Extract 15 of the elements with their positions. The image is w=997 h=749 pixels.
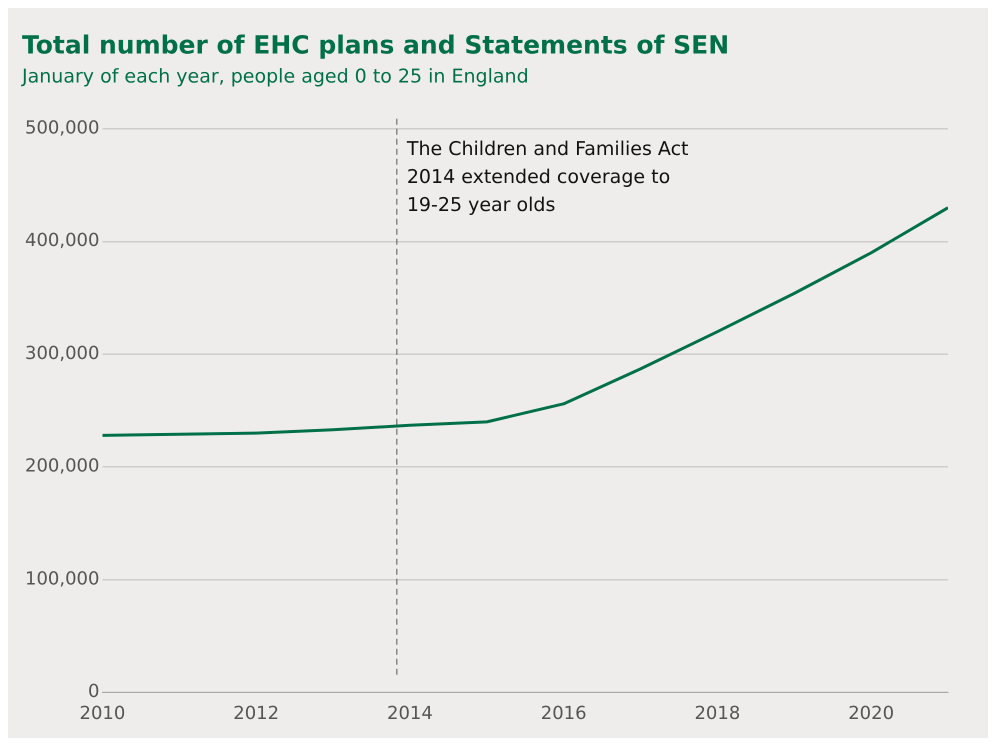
ref-line-label: The Children and Families Act 2014 extended coverage to 19-25 year olds [406, 138, 688, 216]
y-tick-label: 100,000 [24, 568, 100, 590]
chart-subtitle: January of each year, people aged 0 to 25 in England [21, 65, 529, 88]
x-tick-label: 2020 [848, 702, 894, 724]
chart-title: Total number of EHC plans and Statements of SEN [22, 30, 730, 60]
y-tick-label: 300,000 [24, 342, 100, 364]
x-tick-label: 2016 [540, 702, 587, 724]
y-tick-label: 0 [88, 681, 100, 702]
x-tick-label: 2014 [387, 702, 433, 724]
x-tick-label: 2018 [694, 702, 740, 724]
x-tick-label: 2012 [233, 702, 280, 724]
x-tick-label: 2010 [80, 702, 126, 724]
y-tick-label: 400,000 [24, 230, 100, 252]
y-tick-label: 500,000 [24, 117, 100, 138]
y-tick-label: 200,000 [24, 456, 100, 477]
